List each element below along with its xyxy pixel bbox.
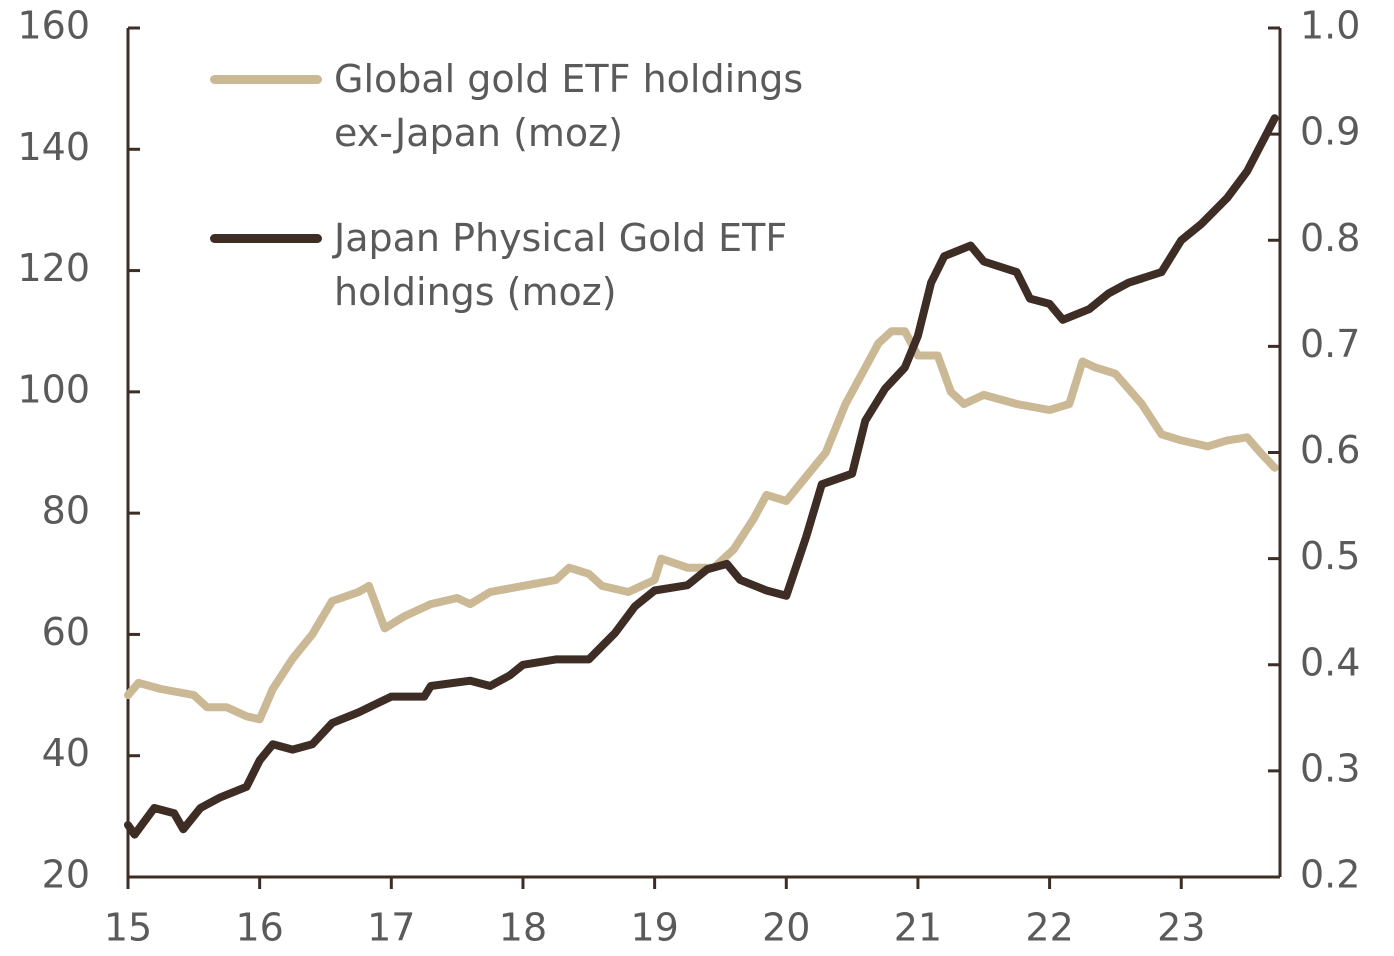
x-tick-label: 20 — [762, 906, 810, 950]
legend-label: Japan Physical Gold ETF holdings (moz) — [334, 216, 788, 314]
y2-tick-label: 0.5 — [1300, 534, 1360, 578]
y-tick-label: 140 — [17, 125, 90, 169]
y2-tick-label: 0.7 — [1300, 322, 1360, 366]
y-tick-label: 60 — [42, 610, 90, 654]
legend-label: Global gold ETF holdings ex-Japan (moz) — [334, 57, 804, 155]
y2-tick-label: 0.2 — [1300, 853, 1360, 897]
x-tick-label: 23 — [1157, 906, 1205, 950]
series-line — [124, 114, 1279, 839]
y-tick-label: 40 — [42, 731, 90, 775]
y2-tick-label: 1.0 — [1300, 4, 1360, 48]
x-tick-label: 16 — [235, 906, 283, 950]
y-tick-label: 160 — [17, 4, 90, 48]
y2-tick-label: 0.3 — [1300, 746, 1360, 790]
x-tick-label: 21 — [894, 906, 942, 950]
y-tick-label: 120 — [17, 246, 90, 290]
y2-tick-label: 0.9 — [1300, 110, 1360, 154]
legend-entry: Global gold ETF holdings ex-Japan (moz) — [210, 52, 850, 160]
x-tick-label: 17 — [367, 906, 415, 950]
y2-tick-label: 0.6 — [1300, 428, 1360, 472]
y-tick-label: 20 — [42, 853, 90, 897]
legend-entry: Japan Physical Gold ETF holdings (moz) — [210, 211, 850, 319]
y2-tick-label: 0.4 — [1300, 640, 1360, 684]
x-tick-label: 18 — [499, 906, 547, 950]
x-tick-label: 22 — [1025, 906, 1073, 950]
x-tick-label: 19 — [630, 906, 678, 950]
y-tick-label: 80 — [42, 489, 90, 533]
legend-swatch — [210, 234, 322, 243]
series-line — [124, 327, 1279, 724]
y-tick-label: 100 — [17, 367, 90, 411]
legend-swatch — [210, 75, 322, 84]
x-tick-label: 15 — [104, 906, 152, 950]
y2-tick-label: 0.8 — [1300, 216, 1360, 260]
